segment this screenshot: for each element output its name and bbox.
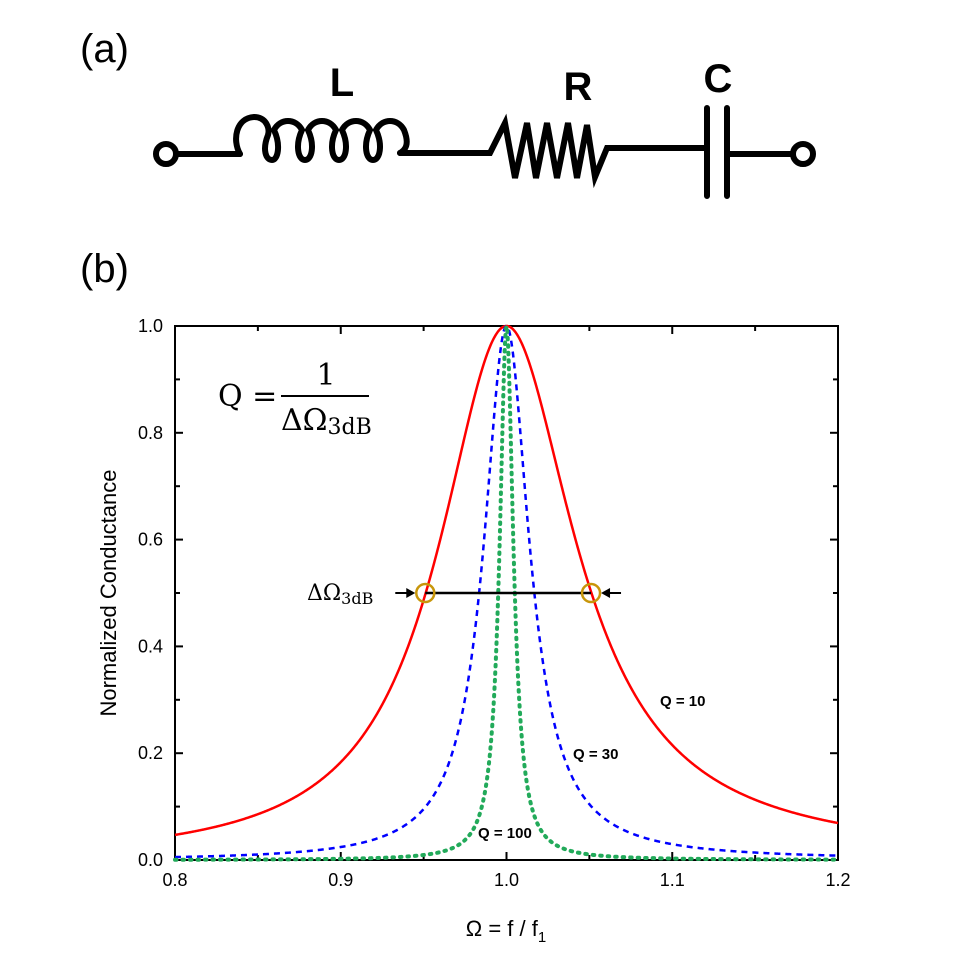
bandwidth-label-main: ΔΩ bbox=[307, 581, 341, 606]
x-tick-label: 1.1 bbox=[660, 870, 685, 890]
right-arrow-head bbox=[601, 588, 611, 598]
y-tick-label: 0.0 bbox=[138, 850, 163, 870]
x-tick-label: 0.8 bbox=[162, 870, 187, 890]
formula-denominator: ΔΩ3dB bbox=[281, 403, 372, 440]
capacitor-plates bbox=[704, 105, 796, 199]
rlc-circuit bbox=[153, 105, 816, 199]
bandwidth-label: ΔΩ3dB bbox=[307, 581, 373, 608]
x-tick-label: 0.9 bbox=[328, 870, 353, 890]
x-tick-label: 1.2 bbox=[825, 870, 850, 890]
y-axis-title: Normalized Conductance bbox=[96, 469, 121, 716]
y-tick-label: 0.8 bbox=[138, 423, 163, 443]
x-axis-title: Ω = f / f1 bbox=[466, 916, 546, 946]
panel-a-label: (a) bbox=[80, 27, 129, 71]
capacitor-label: C bbox=[704, 57, 733, 101]
inductor-coil bbox=[233, 113, 410, 164]
series-label-q10: Q = 10 bbox=[660, 693, 705, 710]
inductor-label: L bbox=[330, 61, 354, 105]
plot-curves bbox=[173, 324, 840, 862]
terminal-right bbox=[790, 141, 816, 167]
y-tick-label: 0.2 bbox=[138, 743, 163, 763]
series-label-q30: Q = 30 bbox=[573, 746, 618, 763]
half-power-marker bbox=[415, 582, 436, 604]
x-axis-title-sub: 1 bbox=[538, 929, 546, 946]
bandwidth-annotation bbox=[395, 582, 622, 604]
formula-denominator-main: ΔΩ bbox=[281, 403, 328, 438]
q-formula: Q = 1 ΔΩ3dB bbox=[218, 358, 372, 440]
resistor-label: R bbox=[564, 65, 593, 109]
series-label-q100: Q = 100 bbox=[478, 825, 532, 842]
curve-q100 bbox=[173, 325, 840, 862]
formula-numerator: 1 bbox=[316, 358, 335, 393]
curve-q30 bbox=[174, 324, 839, 859]
panel-b-label: (b) bbox=[80, 247, 129, 291]
x-axis-title-main: Ω = f / f bbox=[466, 916, 539, 941]
left-arrow-head bbox=[406, 588, 416, 598]
y-tick-label: 1.0 bbox=[138, 316, 163, 336]
formula-denominator-sub: 3dB bbox=[328, 415, 372, 440]
formula-lhs: Q = bbox=[218, 379, 277, 414]
bandwidth-label-sub: 3dB bbox=[341, 589, 373, 608]
y-tick-label: 0.6 bbox=[138, 530, 163, 550]
wire-and-resistor bbox=[173, 113, 710, 189]
y-tick-label: 0.4 bbox=[138, 636, 163, 656]
half-power-marker bbox=[580, 582, 602, 604]
x-tick-label: 1.0 bbox=[494, 870, 519, 890]
